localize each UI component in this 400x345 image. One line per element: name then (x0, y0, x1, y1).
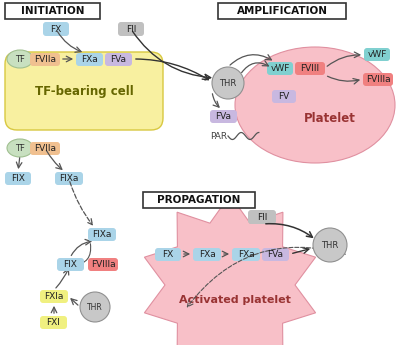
Text: FIX: FIX (11, 174, 25, 183)
FancyBboxPatch shape (295, 62, 325, 75)
Text: FXI: FXI (46, 318, 60, 327)
Text: PAR: PAR (210, 131, 227, 140)
Text: FX: FX (162, 250, 174, 259)
FancyBboxPatch shape (232, 248, 260, 261)
Ellipse shape (235, 47, 395, 163)
Text: FIXa: FIXa (92, 230, 112, 239)
Text: FIX: FIX (64, 260, 78, 269)
Text: FVa: FVa (110, 55, 126, 64)
Text: FXa: FXa (81, 55, 98, 64)
FancyBboxPatch shape (55, 172, 83, 185)
Text: TF: TF (15, 144, 25, 152)
Circle shape (212, 67, 244, 99)
Text: vWF: vWF (367, 50, 387, 59)
Text: AMPLIFICATION: AMPLIFICATION (236, 6, 328, 16)
FancyBboxPatch shape (218, 3, 346, 19)
FancyBboxPatch shape (88, 228, 116, 241)
FancyBboxPatch shape (118, 22, 144, 36)
FancyBboxPatch shape (105, 53, 132, 66)
Text: Activated platelet: Activated platelet (179, 295, 291, 305)
Text: FVIIIa: FVIIIa (91, 260, 115, 269)
FancyBboxPatch shape (5, 172, 31, 185)
FancyBboxPatch shape (43, 22, 69, 36)
Text: FVa: FVa (268, 250, 284, 259)
Text: THR: THR (219, 79, 237, 88)
Ellipse shape (7, 139, 33, 157)
Text: FVIIa: FVIIa (34, 144, 56, 153)
Polygon shape (144, 195, 316, 345)
Ellipse shape (7, 50, 33, 68)
FancyBboxPatch shape (5, 52, 163, 130)
Text: Platelet: Platelet (304, 111, 356, 125)
FancyBboxPatch shape (248, 210, 276, 224)
FancyBboxPatch shape (210, 110, 237, 123)
FancyBboxPatch shape (363, 73, 393, 86)
Text: TF-bearing cell: TF-bearing cell (35, 85, 133, 98)
FancyBboxPatch shape (262, 248, 289, 261)
Text: FIXa: FIXa (59, 174, 79, 183)
FancyBboxPatch shape (40, 290, 68, 303)
Text: FXa: FXa (199, 250, 215, 259)
Text: FVa: FVa (216, 112, 232, 121)
FancyBboxPatch shape (364, 48, 390, 61)
Text: FII: FII (257, 213, 267, 221)
Text: FX: FX (50, 24, 62, 33)
Text: INITIATION: INITIATION (21, 6, 84, 16)
Text: FVIIa: FVIIa (34, 55, 56, 64)
FancyBboxPatch shape (30, 142, 60, 155)
FancyBboxPatch shape (5, 3, 100, 19)
Text: TF: TF (15, 55, 25, 63)
Circle shape (80, 292, 110, 322)
FancyBboxPatch shape (30, 53, 60, 66)
Text: FVIIIa: FVIIIa (366, 75, 390, 84)
FancyBboxPatch shape (57, 258, 84, 271)
Text: THR: THR (321, 240, 339, 249)
Text: FXa: FXa (238, 250, 254, 259)
Text: FVIII: FVIII (300, 64, 320, 73)
FancyBboxPatch shape (193, 248, 221, 261)
Text: FII: FII (126, 24, 136, 33)
Text: FXIa: FXIa (44, 292, 64, 301)
FancyBboxPatch shape (267, 62, 293, 75)
FancyBboxPatch shape (40, 316, 67, 329)
FancyBboxPatch shape (272, 90, 296, 103)
Text: vWF: vWF (270, 64, 290, 73)
Text: PROPAGATION: PROPAGATION (157, 195, 241, 205)
Text: THR: THR (87, 303, 103, 312)
FancyBboxPatch shape (88, 258, 118, 271)
Text: FV: FV (278, 92, 290, 101)
Circle shape (313, 228, 347, 262)
FancyBboxPatch shape (155, 248, 181, 261)
FancyBboxPatch shape (76, 53, 103, 66)
FancyBboxPatch shape (143, 192, 255, 208)
